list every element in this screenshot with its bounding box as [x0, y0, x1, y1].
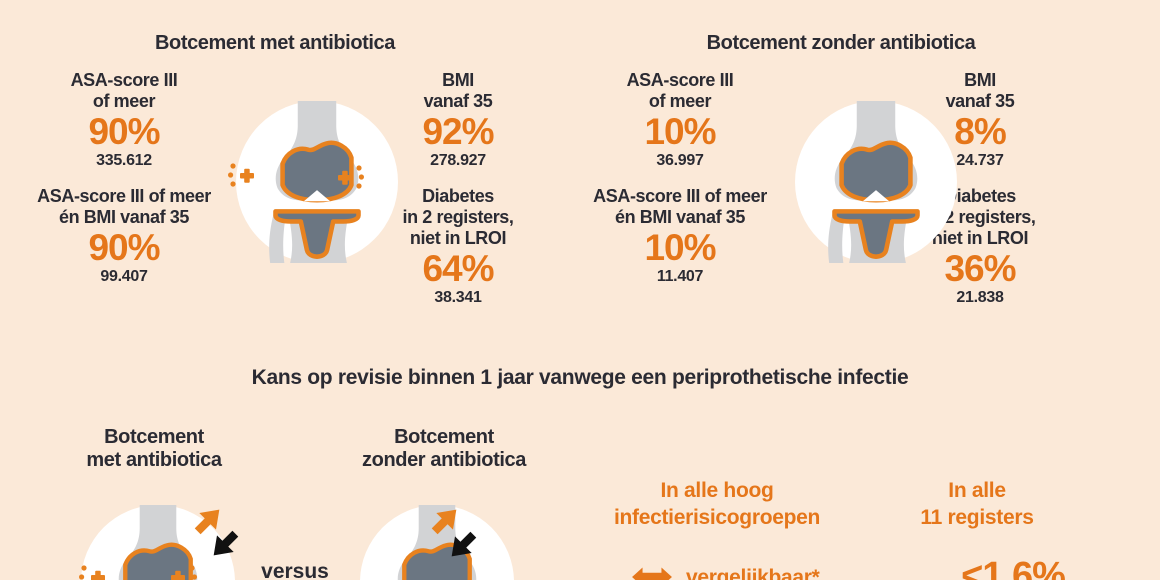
stat-count: 335.612 — [96, 152, 152, 169]
column-header-line: In alle hoog — [660, 479, 774, 502]
arrows-left-right-icon — [632, 567, 672, 580]
stat-label-line: in 2 registers, — [402, 207, 514, 227]
stat-label-line: Diabetes — [944, 186, 1016, 206]
stat-count: 11.407 — [656, 268, 704, 285]
stat-label-line: Diabetes — [422, 186, 494, 206]
comparison-label-met: Botcement met antibiotica — [34, 426, 274, 472]
stat-label-line: BMI — [964, 70, 996, 90]
stat-count: 36.997 — [656, 152, 704, 169]
stat-count: 24.737 — [956, 152, 1004, 169]
stat-bmi-zonder: BMI vanaf 35 8% 24.737 — [865, 70, 1095, 170]
stat-label-line: of meer — [648, 91, 712, 111]
plus-dots-marker-icon — [338, 165, 364, 189]
stat-label-line: niet in LROI — [931, 228, 1029, 248]
result-label-vergelijkbaar: vergelijkbaar* — [686, 566, 820, 580]
plus-dots-marker-icon — [228, 163, 254, 187]
section-title-revisie: Kans op revisie binnen 1 jaar vanwege ee… — [251, 366, 909, 389]
stat-label-line: niet in LROI — [409, 228, 507, 248]
stat-percentage: 92% — [422, 111, 494, 152]
stat-label-line: ASA-score III — [626, 70, 734, 90]
stat-percentage: 10% — [644, 227, 716, 268]
panel-title-met-antibiotica: Botcement met antibiotica — [154, 32, 396, 54]
knee-prosthesis-icon — [795, 101, 957, 263]
stat-percentage: 10% — [644, 111, 716, 152]
stat-label-line: vanaf 35 — [423, 91, 493, 111]
knee-circle-comparison-zonder — [360, 505, 514, 580]
stat-asa-score-met: ASA-score III of meer 90% 335.612 — [9, 70, 239, 170]
stat-count: 278.927 — [430, 152, 486, 169]
stat-label-line: of meer — [92, 91, 156, 111]
stat-percentage: 90% — [88, 227, 160, 268]
column-header-line: In alle — [948, 479, 1006, 502]
versus-label: versus — [261, 560, 329, 580]
column-header-infectierisicogroepen: In alle hoog infectierisicogroepen — [602, 477, 832, 531]
stat-label-line: vanaf 35 — [945, 91, 1015, 111]
knee-circle-met — [228, 101, 398, 263]
knee-circle-zonder — [795, 101, 957, 263]
stat-asa-bmi-zonder: ASA-score III of meer én BMI vanaf 35 10… — [565, 186, 795, 286]
plus-dots-marker-icon — [79, 565, 105, 580]
comparison-label-zonder: Botcement zonder antibiotica — [324, 426, 564, 472]
comparison-label-line: Botcement — [394, 426, 494, 448]
stat-percentage: 90% — [88, 111, 160, 152]
stat-label-line: én BMI vanaf 35 — [58, 207, 190, 227]
stat-asa-score-zonder: ASA-score III of meer 10% 36.997 — [565, 70, 795, 170]
column-header-line: 11 registers — [920, 506, 1034, 529]
comparison-label-line: met antibiotica — [86, 449, 222, 471]
stat-label-line: BMI — [442, 70, 474, 90]
stat-count: 99.407 — [100, 268, 148, 285]
panel-title-zonder-antibiotica: Botcement zonder antibiotica — [706, 32, 976, 54]
result-value-percentage: <1,6% — [961, 555, 1066, 580]
stat-percentage: 8% — [954, 111, 1006, 152]
stat-label-line: én BMI vanaf 35 — [614, 207, 746, 227]
knee-prosthesis-icon — [236, 101, 398, 263]
stat-label-line: ASA-score III of meer — [37, 186, 211, 206]
stat-bmi-met: BMI vanaf 35 92% 278.927 — [343, 70, 573, 170]
stat-percentage: 64% — [422, 248, 494, 289]
comparison-label-line: zonder antibiotica — [362, 449, 526, 471]
comparison-label-line: Botcement — [104, 426, 204, 448]
stat-asa-bmi-met: ASA-score III of meer én BMI vanaf 35 90… — [9, 186, 239, 286]
stat-label-line: ASA-score III of meer — [593, 186, 767, 206]
stat-percentage: 36% — [944, 248, 1016, 289]
stat-diabetes-zonder: Diabetes in 2 registers, niet in LROI 36… — [865, 186, 1095, 307]
stat-count: 21.838 — [956, 289, 1004, 306]
column-header-line: infectierisicogroepen — [613, 506, 821, 529]
plus-dots-marker-icon — [171, 565, 197, 580]
column-header-registers: In alle 11 registers — [862, 477, 1092, 531]
stat-diabetes-met: Diabetes in 2 registers, niet in LROI 64… — [343, 186, 573, 307]
stat-label-line: in 2 registers, — [924, 207, 1036, 227]
stat-label-line: ASA-score III — [70, 70, 178, 90]
stat-count: 38.341 — [434, 289, 482, 306]
